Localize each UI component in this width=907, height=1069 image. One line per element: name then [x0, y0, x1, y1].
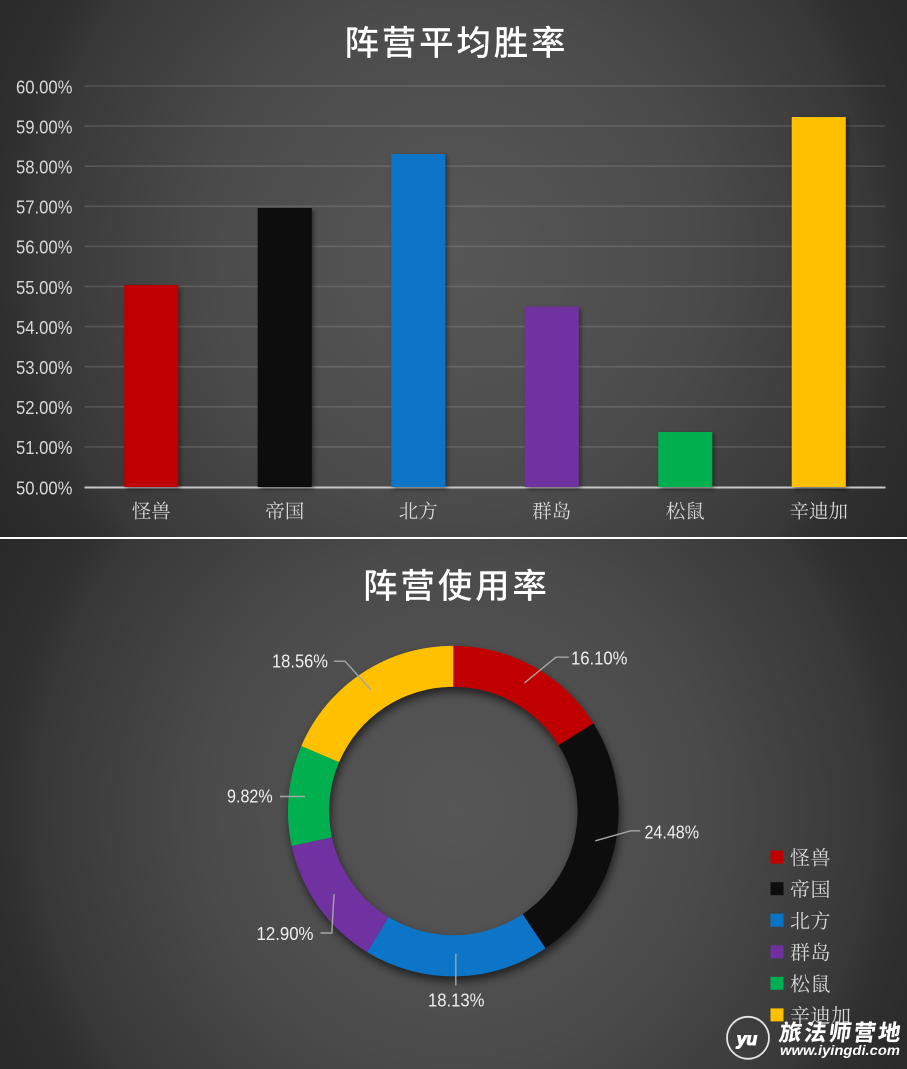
svg-text:50.00%: 50.00% [16, 478, 73, 498]
svg-text:54.00%: 54.00% [16, 318, 73, 338]
svg-text:16.10%: 16.10% [571, 648, 628, 668]
svg-text:56.00%: 56.00% [16, 238, 73, 258]
svg-text:www.iyingdi.com: www.iyingdi.com [780, 1042, 900, 1058]
svg-text:53.00%: 53.00% [16, 358, 73, 378]
svg-text:60.00%: 60.00% [16, 77, 73, 97]
svg-text:18.56%: 18.56% [272, 651, 328, 671]
svg-text:9.82%: 9.82% [227, 787, 273, 807]
svg-text:yu: yu [736, 1029, 758, 1049]
svg-text:59.00%: 59.00% [16, 117, 73, 137]
svg-text:12.90%: 12.90% [257, 924, 314, 944]
svg-text:58.00%: 58.00% [16, 158, 73, 178]
svg-text:24.48%: 24.48% [645, 823, 700, 843]
svg-text:18.13%: 18.13% [428, 990, 485, 1010]
svg-text:51.00%: 51.00% [16, 438, 73, 458]
svg-text:55.00%: 55.00% [16, 278, 73, 298]
svg-text:57.00%: 57.00% [16, 198, 73, 218]
svg-text:52.00%: 52.00% [16, 398, 73, 418]
